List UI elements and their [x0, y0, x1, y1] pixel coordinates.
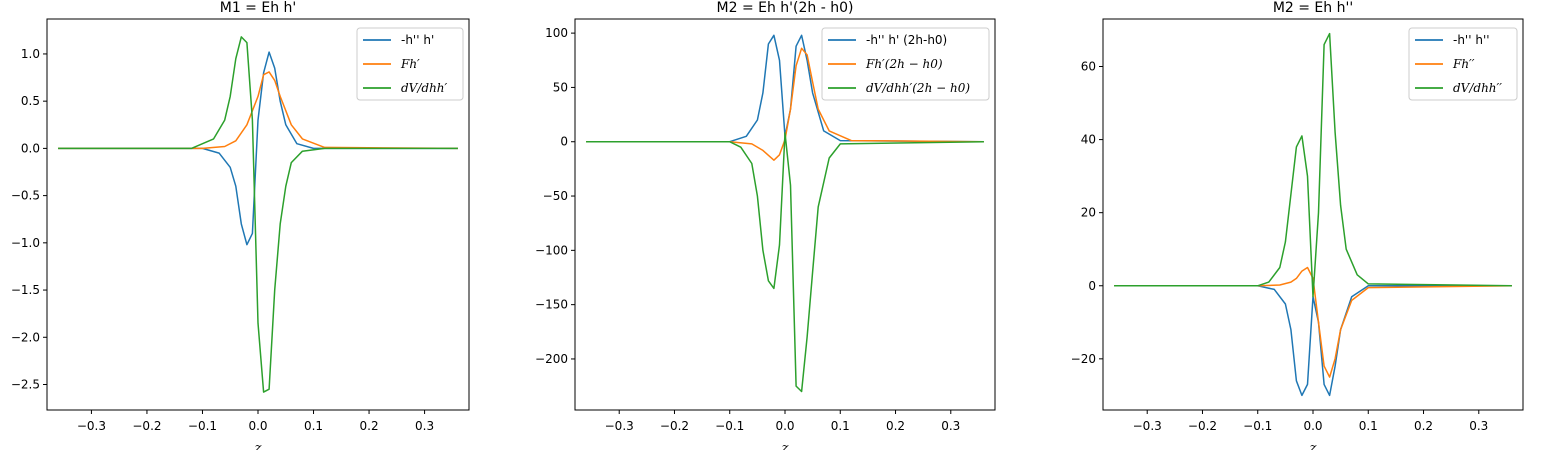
x-tick-label: 0.3 [941, 419, 960, 433]
series-line-2 [1114, 266, 1512, 378]
y-tick-label: 1.0 [21, 47, 40, 61]
y-tick-label: 0 [1088, 279, 1096, 293]
series-line-3 [586, 132, 984, 393]
x-tick-label: −0.3 [605, 419, 634, 433]
y-tick-label: −1.5 [11, 283, 40, 297]
chart-panel-1: −0.3 −0.2 −0.1 0.0 0.1 0.2 0.3 1.0 0.5 0.0 −0.5 −1.… [11, 0, 470, 450]
x-tick-label: −0.3 [77, 419, 106, 433]
x-tick-label: 0.2 [360, 419, 379, 433]
x-tick-label: 0.1 [304, 419, 323, 433]
x-tick-label: 0.1 [1359, 419, 1378, 433]
series-line-2 [586, 47, 984, 161]
x-tick-label: 0.0 [775, 419, 794, 433]
legend-box [356, 27, 464, 101]
legend-label: -h'' h'' [1453, 33, 1490, 47]
y-tick-label: 40 [1081, 133, 1096, 147]
x-tick-label: 0.3 [415, 419, 434, 433]
legend-label: dV/dhh′(2h − h0) [866, 81, 970, 95]
legend: -h'' h'' Fh′′ dV/dhh′′ [1408, 27, 1518, 101]
chart-panel-3: −0.3 −0.2 −0.1 0.0 0.1 0.2 0.3 60 40 20 0 −20 M2 = E… [1071, 0, 1524, 450]
y-tick-label: 100 [545, 26, 568, 40]
y-tick-label: 0.0 [21, 141, 40, 155]
legend-box [821, 27, 990, 101]
y-tick-label: 50 [553, 80, 568, 94]
x-tick-label: −0.2 [132, 419, 161, 433]
x-tick-label: −0.1 [1243, 419, 1272, 433]
series-line-3 [1114, 32, 1512, 298]
x-tick-label: −0.2 [660, 419, 689, 433]
y-tick-label: 60 [1081, 60, 1096, 74]
chart-title: M2 = Eh h'' [1273, 0, 1353, 16]
y-tick-label: −2.5 [11, 378, 40, 392]
legend-box [1408, 27, 1518, 101]
series-line-2 [58, 71, 458, 150]
y-tick-label: 20 [1081, 206, 1096, 220]
x-tick-label: 0.0 [248, 419, 267, 433]
x-tick-label: 0.2 [1414, 419, 1433, 433]
series-line-1 [1114, 285, 1512, 397]
chart-panel-2: −0.3 −0.2 −0.1 0.0 0.1 0.2 0.3 100 50 0 −50 −100 −15… [535, 0, 996, 450]
chart-title: M1 = Eh h' [220, 0, 297, 16]
legend: -h'' h' Fh′ dV/dhh′ [356, 27, 464, 101]
legend-label: dV/dhh′′ [1453, 81, 1502, 95]
legend-label: Fh′′ [1452, 57, 1475, 71]
x-tick-label: 0.1 [831, 419, 850, 433]
legend-label: dV/dhh′ [401, 81, 448, 95]
y-tick-label: −0.5 [11, 189, 40, 203]
y-tick-label: −100 [535, 243, 568, 257]
legend-label: Fh′ [400, 57, 420, 71]
y-tick-label: −150 [535, 298, 568, 312]
x-tick-label: 0.3 [1469, 419, 1488, 433]
x-axis-label: z [1309, 441, 1317, 450]
x-tick-label: −0.1 [188, 419, 217, 433]
series-line-1 [58, 51, 458, 246]
y-tick-label: −2.0 [11, 330, 40, 344]
x-tick-label: 0.2 [886, 419, 905, 433]
y-tick-label: −1.0 [11, 236, 40, 250]
x-tick-label: −0.2 [1188, 419, 1217, 433]
y-tick-label: 0 [560, 135, 568, 149]
x-axis-label: z [254, 441, 262, 450]
legend: -h'' h' (2h-h0) Fh′(2h − h0) dV/dhh′(2h − … [821, 27, 990, 101]
chart-title: M2 = Eh h'(2h - h0) [717, 0, 854, 16]
legend-label: -h'' h' (2h-h0) [866, 33, 947, 47]
y-tick-label: −20 [1071, 352, 1096, 366]
x-tick-label: −0.1 [715, 419, 744, 433]
series-line-3 [58, 36, 458, 393]
y-tick-label: −50 [543, 189, 568, 203]
legend-label: -h'' h' [401, 33, 434, 47]
legend-label: Fh′(2h − h0) [865, 57, 943, 71]
y-tick-label: 0.5 [21, 94, 40, 108]
x-tick-label: −0.3 [1133, 419, 1162, 433]
y-tick-label: −200 [535, 352, 568, 366]
x-axis-label: z [781, 441, 789, 450]
x-tick-label: 0.0 [1303, 419, 1322, 433]
